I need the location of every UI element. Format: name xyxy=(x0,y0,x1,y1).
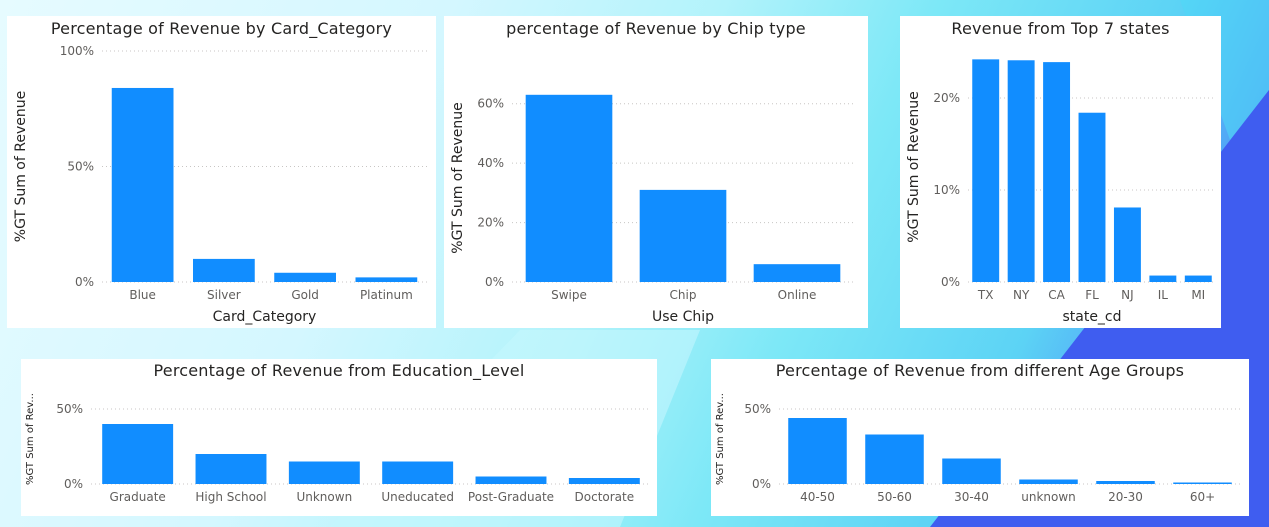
y-axis-title: %GT Sum of Revenue xyxy=(13,91,29,242)
y-tick-label: 0% xyxy=(485,275,504,289)
x-tick-label: Unknown xyxy=(296,490,352,504)
bar xyxy=(1019,479,1078,484)
bar xyxy=(195,454,267,484)
bar xyxy=(1184,275,1212,282)
x-tick-label: Post-Graduate xyxy=(468,490,554,504)
chart-title: Percentage of Revenue from Education_Lev… xyxy=(154,361,525,381)
x-tick-label: 20-30 xyxy=(1108,490,1143,504)
y-axis-title: %GT Sum of Revenue xyxy=(906,91,922,242)
bar xyxy=(1149,275,1177,282)
bar xyxy=(568,478,640,484)
x-tick-label: 30-40 xyxy=(954,490,989,504)
y-tick-label: 10% xyxy=(933,183,960,197)
card-category-chart: Percentage of Revenue by Card_Category 0%… xyxy=(13,19,427,325)
bar xyxy=(355,277,418,282)
bar xyxy=(525,94,613,282)
x-tick-label: IL xyxy=(1158,288,1169,302)
y-tick-label: 50% xyxy=(56,402,83,416)
bar xyxy=(193,258,255,282)
x-tick-label: MI xyxy=(1191,288,1205,302)
y-tick-label: 0% xyxy=(941,275,960,289)
bar xyxy=(1043,62,1071,283)
y-tick-label: 60% xyxy=(477,97,504,111)
y-tick-label: 40% xyxy=(477,156,504,170)
chip-type-panel: percentage of Revenue by Chip type 0% 20% 4… xyxy=(444,16,868,328)
bar xyxy=(1078,112,1106,282)
x-tick-label: 50-60 xyxy=(877,490,912,504)
chart-title: Percentage of Revenue by Card_Category xyxy=(51,19,392,39)
bar xyxy=(1096,481,1155,484)
y-tick-label: 50% xyxy=(67,160,94,174)
x-tick-label: unknown xyxy=(1021,490,1076,504)
x-tick-label: 40-50 xyxy=(800,490,835,504)
education-level-panel: Percentage of Revenue from Education_Lev… xyxy=(21,359,657,516)
bar xyxy=(865,434,924,484)
x-tick-label: Swipe xyxy=(551,288,587,302)
bar xyxy=(972,59,1000,282)
chip-type-chart: percentage of Revenue by Chip type 0% 20% 4… xyxy=(450,19,854,325)
y-tick-label: 100% xyxy=(60,44,94,58)
x-tick-label: 60+ xyxy=(1190,490,1215,504)
x-axis-title: Use Chip xyxy=(652,309,714,325)
x-tick-label: CA xyxy=(1048,288,1065,302)
y-tick-label: 50% xyxy=(744,402,771,416)
x-tick-label: NJ xyxy=(1121,288,1134,302)
x-tick-label: Chip xyxy=(670,288,697,302)
top-states-panel: Revenue from Top 7 states 0% 10% 20% %GT Sum… xyxy=(900,16,1221,328)
bar xyxy=(475,476,547,484)
bar xyxy=(639,189,727,282)
education-level-chart: Percentage of Revenue from Education_Lev… xyxy=(25,361,651,504)
y-axis-title: %GT Sum of Rev... xyxy=(25,393,36,485)
y-tick-label: 0% xyxy=(75,275,94,289)
x-tick-label: TX xyxy=(977,288,994,302)
x-tick-label: Uneducated xyxy=(381,490,454,504)
x-tick-label: High School xyxy=(195,490,266,504)
bar xyxy=(1007,60,1035,282)
x-axis-title: state_cd xyxy=(1062,309,1121,325)
chart-title: Percentage of Revenue from different Age… xyxy=(776,361,1184,380)
card-category-panel: Percentage of Revenue by Card_Category 0%… xyxy=(7,16,436,328)
x-tick-label: NY xyxy=(1013,288,1030,302)
x-tick-label: Gold xyxy=(291,288,319,302)
chart-title: Revenue from Top 7 states xyxy=(951,19,1169,38)
y-axis-title: %GT Sum of Revenue xyxy=(450,102,466,253)
bar xyxy=(942,458,1001,484)
x-tick-label: Graduate xyxy=(110,490,166,504)
y-tick-label: 20% xyxy=(933,91,960,105)
x-tick-label: Doctorate xyxy=(575,490,635,504)
bar xyxy=(1113,207,1141,282)
x-tick-label: Silver xyxy=(207,288,241,302)
bar xyxy=(102,424,174,484)
chart-title: percentage of Revenue by Chip type xyxy=(506,19,806,38)
bar xyxy=(1173,482,1232,484)
age-groups-panel: Percentage of Revenue from different Age… xyxy=(711,359,1249,516)
y-tick-label: 0% xyxy=(752,477,771,491)
x-tick-label: FL xyxy=(1085,288,1099,302)
bar xyxy=(382,461,454,484)
bar xyxy=(111,87,174,283)
bar xyxy=(753,264,841,282)
bar xyxy=(288,461,360,484)
x-tick-label: Online xyxy=(778,288,817,302)
x-axis-title: Card_Category xyxy=(213,309,317,325)
y-tick-label: 0% xyxy=(64,477,83,491)
x-tick-label: Platinum xyxy=(360,288,413,302)
y-axis-title: %GT Sum of Rev... xyxy=(715,393,726,485)
top-states-chart: Revenue from Top 7 states 0% 10% 20% %GT Sum… xyxy=(906,19,1216,325)
bar xyxy=(788,418,847,484)
x-tick-label: Blue xyxy=(129,288,156,302)
y-tick-label: 20% xyxy=(477,216,504,230)
bar xyxy=(274,272,336,282)
age-groups-chart: Percentage of Revenue from different Age… xyxy=(715,361,1241,504)
